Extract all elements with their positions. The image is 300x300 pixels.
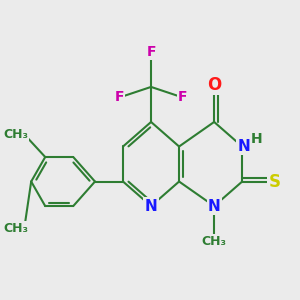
Text: CH₃: CH₃	[3, 128, 28, 141]
Text: CH₃: CH₃	[3, 222, 28, 236]
Text: F: F	[178, 90, 187, 104]
Text: S: S	[268, 172, 280, 190]
Text: N: N	[145, 199, 158, 214]
Text: O: O	[207, 76, 221, 94]
Text: F: F	[146, 45, 156, 59]
Text: H: H	[251, 133, 263, 146]
Text: N: N	[238, 139, 250, 154]
Text: N: N	[208, 199, 220, 214]
Text: CH₃: CH₃	[202, 235, 226, 248]
Text: F: F	[115, 90, 124, 104]
